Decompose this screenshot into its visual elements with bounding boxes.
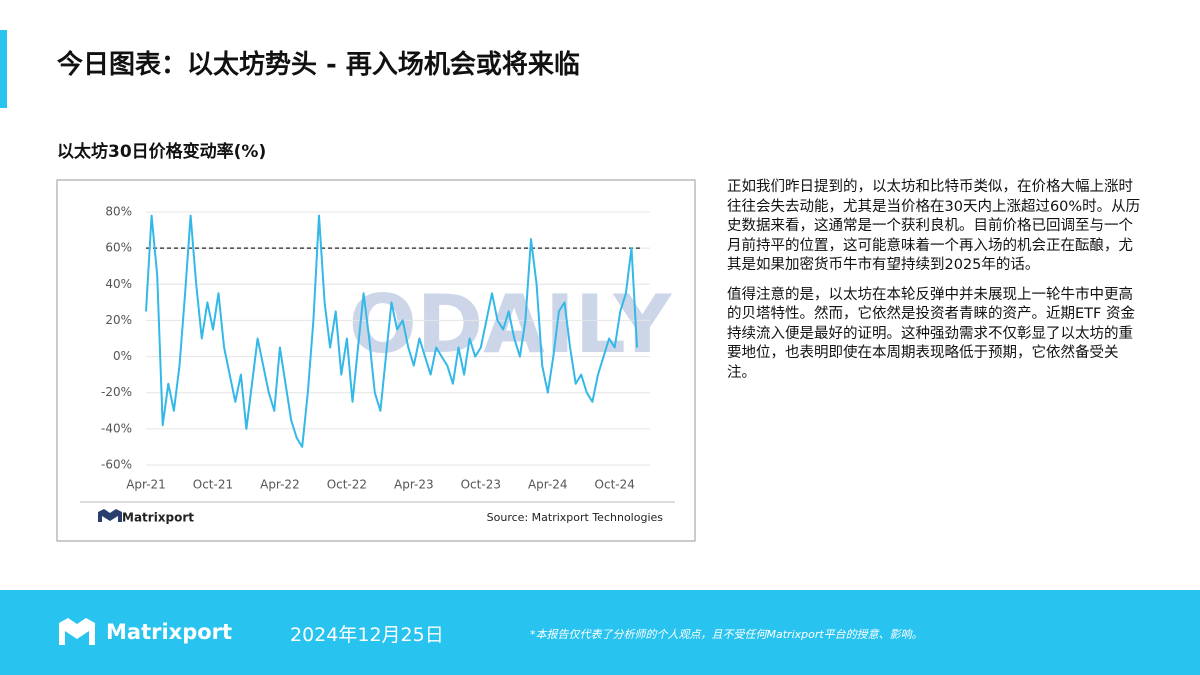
x-tick-label: Oct-21 xyxy=(193,478,233,492)
footer-date: 2024年12月25日 xyxy=(290,624,444,646)
x-tick-label: Apr-24 xyxy=(528,478,568,492)
paragraph: 值得注意的是，以太坊在本轮反弹中并未展现上一轮牛市中更高的贝塔特性。然而，它依然… xyxy=(727,286,1135,381)
y-tick-label: 80% xyxy=(105,205,132,219)
footer-disclaimer: *本报告仅代表了分析师的个人观点，且不受任何Matrixport平台的授意、影响… xyxy=(530,628,923,641)
x-tick-label: Oct-22 xyxy=(327,478,367,492)
y-tick-label: 40% xyxy=(105,277,132,291)
x-tick-label: Apr-22 xyxy=(260,478,300,492)
y-tick-label: 20% xyxy=(105,313,132,327)
footer: Matrixport 2024年12月25日 *本报告仅代表了分析师的个人观点，… xyxy=(0,590,1200,675)
y-tick-label: -20% xyxy=(101,385,132,399)
slide-title: 今日图表：以太坊势头 - 再入场机会或将来临 xyxy=(57,50,580,80)
text-body: 正如我们昨日提到的，以太坊和比特币类似，在价格大幅上涨时往往会失去动能，尤其是当… xyxy=(727,178,1142,393)
y-tick-label: 60% xyxy=(105,241,132,255)
chart: ODAILY Matrixport Source: Matrixport Tec… xyxy=(56,179,696,542)
y-tick-label: 0% xyxy=(113,349,132,363)
data-line xyxy=(145,214,638,448)
y-tick-label: -40% xyxy=(101,421,132,435)
chart-title: 以太坊30日价格变动率(%) xyxy=(57,142,267,162)
x-tick-label: Oct-23 xyxy=(461,478,501,492)
chart-logo-icon xyxy=(98,509,122,522)
x-tick-label: Apr-23 xyxy=(394,478,434,492)
footer-brand: Matrixport xyxy=(106,620,233,644)
x-tick-label: Oct-24 xyxy=(595,478,635,492)
chart-frame xyxy=(56,179,696,542)
chart-source: Source: Matrixport Technologies xyxy=(487,511,664,524)
y-tick-label: -60% xyxy=(101,458,132,472)
x-tick-label: Apr-21 xyxy=(126,478,166,492)
paragraph: 正如我们昨日提到的，以太坊和比特币类似，在价格大幅上涨时往往会失去动能，尤其是当… xyxy=(727,179,1141,273)
footer-logo-icon xyxy=(59,618,95,645)
accent-bar xyxy=(0,30,7,108)
chart-brand: Matrixport xyxy=(122,511,194,525)
